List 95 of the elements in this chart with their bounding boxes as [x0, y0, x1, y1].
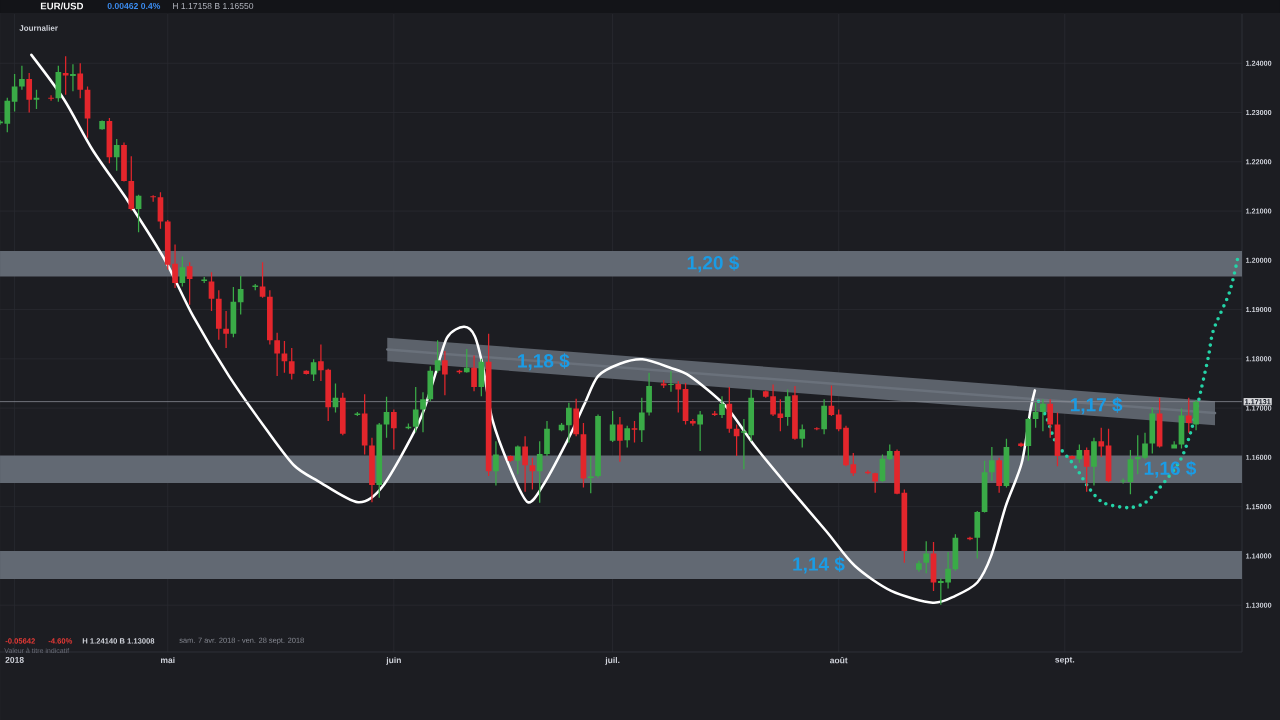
candlestick [668, 371, 674, 392]
x-tick-label: juil. [605, 656, 620, 665]
candlestick [566, 402, 572, 443]
candlestick [916, 560, 922, 572]
candlestick [471, 355, 477, 392]
candlestick [544, 420, 550, 456]
candlestick [339, 392, 346, 436]
candlestick [70, 64, 76, 92]
candlestick [26, 73, 33, 113]
candlestick [675, 381, 682, 413]
candlestick [376, 422, 383, 498]
candlestick [507, 455, 514, 462]
text: 0.00462 0.4% [107, 2, 161, 10]
candlestick [1047, 399, 1054, 438]
candlestick [646, 372, 652, 416]
candlestick [1193, 400, 1199, 431]
candlestick [617, 416, 623, 462]
candlestick [303, 370, 310, 375]
candlestick [113, 139, 120, 171]
candlestick [434, 340, 441, 373]
candlestick [522, 436, 528, 492]
candlestick [412, 386, 419, 433]
candlestick [267, 290, 273, 345]
candlestick [1185, 397, 1192, 433]
x-tick-label: août [829, 656, 848, 664]
candlestick [150, 195, 157, 202]
candlestick [427, 366, 434, 402]
candlestick [821, 399, 827, 435]
candlestick [99, 120, 105, 130]
candlestick [1040, 399, 1046, 432]
candlestick [288, 348, 295, 380]
x-tick-label: mai [160, 656, 175, 664]
candlestick [923, 541, 930, 574]
candlestick [442, 350, 448, 396]
candlestick [179, 256, 186, 287]
candlestick [726, 386, 733, 433]
candlestick [4, 97, 11, 133]
candlestick [573, 398, 580, 437]
candlestick [274, 332, 280, 377]
candlestick [237, 276, 244, 315]
candlestick [989, 447, 995, 482]
candlestick [1171, 441, 1178, 449]
candlestick [369, 437, 375, 503]
candlestick [536, 441, 543, 503]
candlestick [1069, 455, 1075, 460]
candlestick [252, 283, 259, 291]
candlestick [967, 536, 973, 541]
text: H 1.17158 B 1.16550 [172, 2, 254, 10]
candlestick [390, 409, 397, 450]
candlestick [894, 449, 900, 495]
candlestick [886, 444, 893, 461]
candlestick [19, 65, 25, 90]
candlestick [719, 396, 725, 418]
candlestick [223, 311, 229, 349]
candlestick [310, 359, 317, 382]
candlestick [1083, 447, 1090, 492]
candlestick [121, 142, 127, 182]
annotation: Journalier [19, 25, 58, 31]
candlestick [996, 457, 1002, 493]
candlestick [1098, 427, 1105, 457]
candlestick [638, 397, 645, 443]
x-tick-label: sept. [1055, 656, 1075, 665]
candlestick [48, 95, 54, 101]
candlestick [1149, 407, 1156, 454]
candlestick [799, 424, 806, 448]
candlestick [813, 427, 820, 431]
candlestick [792, 385, 798, 440]
candlestick [1025, 417, 1032, 461]
candlestick [660, 380, 667, 388]
candlestick [974, 511, 981, 559]
candlestick [872, 472, 879, 493]
candlestick [463, 349, 470, 373]
candlestick [318, 344, 324, 382]
x-tick-label: juin [386, 656, 401, 665]
annotation: 1,17 $ [1070, 397, 1123, 415]
candlestick [420, 392, 426, 433]
candlestick [361, 394, 368, 455]
candlestick [325, 368, 332, 421]
candlestick [595, 414, 601, 478]
candlestick [493, 441, 499, 486]
candlestick [1091, 437, 1097, 486]
candlestick [215, 290, 222, 340]
candlestick [77, 63, 84, 99]
candlestick [697, 411, 703, 451]
candlestick [128, 156, 135, 211]
band-label: 1,14 $ [793, 556, 845, 574]
candlestick [514, 445, 521, 475]
band-label: 1,20 $ [687, 255, 740, 273]
band-label: 1,16 $ [1144, 460, 1197, 478]
candlestick [624, 425, 631, 448]
annotation: 1,18 $ [518, 353, 570, 371]
x-tick-label: 2018 [5, 656, 24, 663]
candlestick [1120, 478, 1126, 484]
chart-title: EUR/USD [40, 2, 84, 10]
candlestick [1018, 442, 1024, 448]
